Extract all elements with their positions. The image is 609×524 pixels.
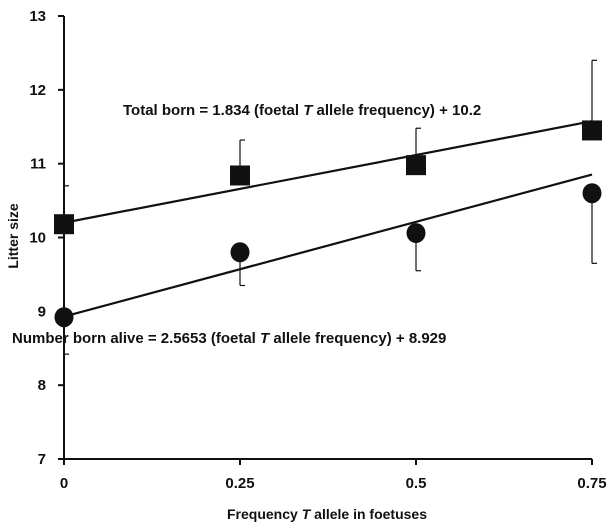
number-born-alive-equation-suffix: allele frequency) + 8.929	[269, 330, 446, 347]
x-tick-label: 0.5	[406, 475, 427, 492]
number-born-alive-marker	[406, 223, 426, 244]
y-tick-label: 10	[29, 230, 46, 247]
x-tick-label: 0.75	[577, 475, 606, 492]
total-born-marker	[230, 165, 250, 186]
number-born-alive-equation-prefix: Number born alive = 2.5653 (foetal	[12, 330, 260, 347]
y-tick-label: 12	[29, 82, 46, 99]
y-tick-label: 8	[38, 377, 46, 394]
y-tick-label: 9	[38, 303, 46, 320]
axes-layer: 0 0.25 0.5 0.75 7 8 9 10 11 12 13	[29, 8, 606, 492]
total-born-equation-prefix: Total born = 1.834 (foetal	[123, 102, 303, 119]
total-born-fit-line	[63, 120, 593, 224]
total-born-marker	[54, 214, 74, 235]
number-born-alive-equation: Number born alive = 2.5653 (foetal T all…	[12, 330, 446, 347]
total-born-marker	[582, 120, 602, 141]
total-born-equation-suffix: allele frequency) + 10.2	[312, 102, 481, 119]
y-tick-label: 13	[29, 8, 46, 25]
number-born-alive-marker	[54, 307, 74, 328]
y-tick-label: 7	[38, 451, 46, 468]
total-born-equation: Total born = 1.834 (foetal T allele freq…	[123, 102, 481, 119]
x-axis-title-italic-t: T	[302, 506, 312, 522]
number-born-alive-fit-line	[63, 173, 593, 318]
x-axis-title-suffix: allele in foetuses	[310, 506, 427, 522]
number-born-alive-equation-italic-t: T	[260, 330, 271, 347]
x-tick-label: 0.25	[225, 475, 254, 492]
fit-lines-layer	[63, 120, 593, 318]
total-born-equation-italic-t: T	[303, 102, 314, 119]
number-born-alive-marker	[582, 183, 602, 204]
x-axis-title-prefix: Frequency	[227, 506, 302, 522]
markers-layer	[54, 120, 602, 328]
x-axis-ticks: 0 0.25 0.5 0.75	[60, 459, 607, 492]
number-born-alive-marker	[230, 242, 250, 263]
x-tick-label: 0	[60, 475, 68, 492]
y-tick-label: 11	[30, 156, 46, 173]
total-born-marker	[406, 155, 426, 176]
y-axis-title: Litter size	[5, 203, 21, 269]
x-axis-title: Frequency T allele in foetuses	[227, 506, 427, 522]
y-axis-ticks: 7 8 9 10 11 12 13	[29, 8, 64, 468]
